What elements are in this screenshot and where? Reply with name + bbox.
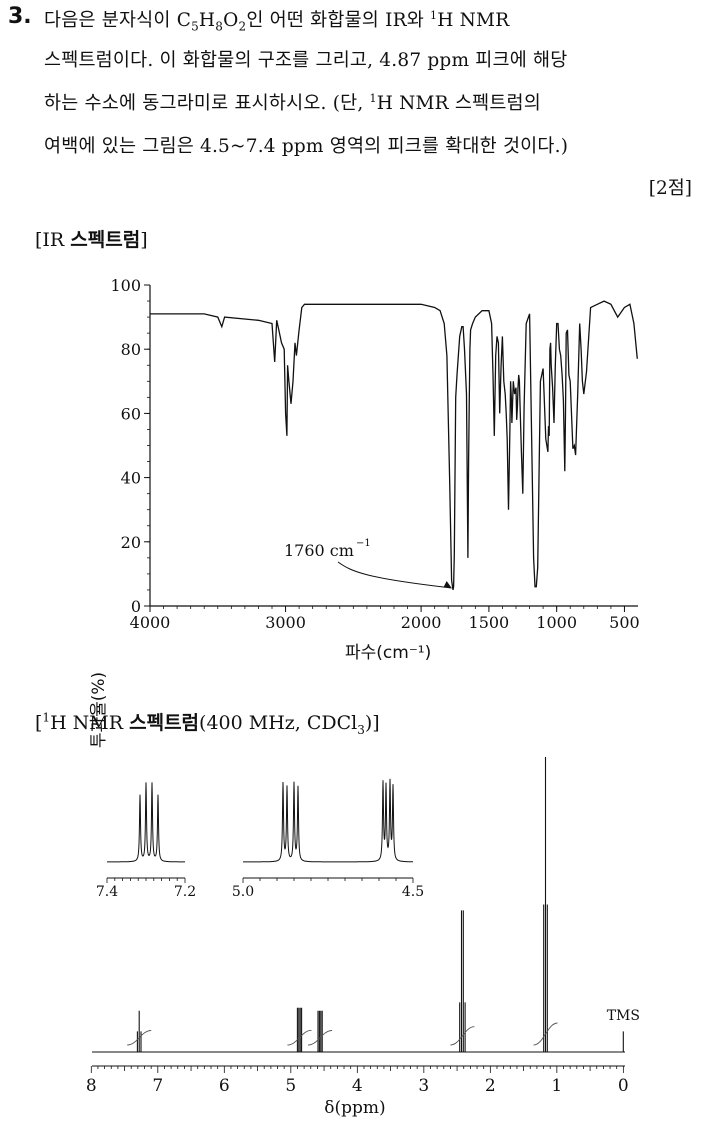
nmr-x-tick-label: 8 (86, 1076, 97, 1096)
nmr-main-plot: 8 7 6 5 4 3 2 1 0 δ(ppm) TMS (86, 757, 640, 1118)
nmr-integration-curve (287, 1029, 312, 1046)
nmr-inset-tick-label: 7.4 (96, 884, 118, 900)
nmr-inset-tick-label: 4.5 (402, 884, 424, 900)
ir-axes: 4000 3000 2000 1500 1000 500 0 20 40 60 80 100 (110, 276, 639, 632)
ir-x-tick-label: 2000 (401, 613, 442, 632)
nmr-peak (543, 757, 548, 1052)
ir-y-tick-label: 80 (121, 340, 141, 359)
nmr-inset-tick-label: 7.2 (174, 884, 196, 900)
nmr-inset-1: 7.4 7.2 (96, 782, 196, 900)
ir-x-axis-label: 파수(cm⁻¹) (345, 643, 432, 663)
ir-x-tick-label: 1500 (469, 613, 510, 632)
molecular-formula: C5H8O2 (176, 10, 247, 34)
ir-section-title: [IR 스펙트럼] (35, 229, 148, 251)
nmr-x-tick-label: 3 (418, 1076, 429, 1096)
nmr-inset-2: 5.0 4.5 (232, 778, 424, 900)
ir-y-axis-label: 투과율(%) (89, 672, 109, 748)
nmr-inset-tick-label: 5.0 (232, 884, 254, 900)
nmr-section-title: [1H NMR 스펙트럼(400 MHz, CDCl3)] (35, 710, 380, 737)
nmr-tms-label: TMS (607, 1008, 640, 1024)
nmr-peak (296, 1007, 303, 1052)
nmr-peak (459, 910, 466, 1052)
nmr-integration-curve (127, 1030, 152, 1046)
nmr-x-tick-label: 1 (551, 1076, 562, 1096)
ir-x-tick-label: 4000 (130, 613, 171, 632)
nmr-x-tick-label: 7 (152, 1076, 163, 1096)
nmr-x-tick-label: 0 (618, 1076, 629, 1096)
question-line-3: 하는 수소에 동그라미로 표시하시오. (단, 1H NMR 스펙트럼의 (44, 91, 541, 114)
nmr-x-tick-label: 6 (219, 1076, 230, 1096)
ir-y-tick-label: 0 (131, 597, 141, 616)
ir-x-tick-label: 1000 (536, 613, 577, 632)
nmr-spectrum-chart: 8 7 6 5 4 3 2 1 0 δ(ppm) TMS 7.4 7.2 5.0 4.5 (86, 757, 640, 1118)
ir-y-tick-label: 100 (110, 276, 141, 295)
ir-y-tick-label: 20 (121, 533, 141, 552)
question-line-4: 여백에 있는 그림은 4.5~7.4 ppm 영역의 피크를 확대한 것이다.) (44, 136, 569, 157)
nmr-x-tick-label: 2 (485, 1076, 496, 1096)
nmr-inset-spectrum (243, 778, 413, 863)
question-line-2: 스펙트럼이다. 이 화합물의 구조를 그리고, 4.87 ppm 피크에 해당 (44, 50, 568, 71)
question-number: 3. (8, 4, 32, 29)
ir-annotation-arrowhead (443, 580, 452, 588)
points-label: [2점] (648, 178, 692, 199)
nmr-inset-spectrum (107, 782, 185, 863)
nmr-integration-curve (308, 1030, 333, 1046)
nmr-x-axis-label: δ(ppm) (324, 1098, 385, 1118)
nmr-peak (317, 1010, 323, 1052)
ir-y-tick-label: 60 (121, 404, 141, 423)
ir-annotation: 1760 cm −1 (284, 538, 452, 589)
ir-x-tick-label: 500 (609, 613, 640, 632)
nmr-peak (136, 1010, 142, 1052)
ir-x-tick-label: 3000 (265, 613, 306, 632)
ir-spectrum-chart: 4000 3000 2000 1500 1000 500 0 20 40 60 80 100 1760… (89, 276, 640, 748)
nmr-insets: 7.4 7.2 5.0 4.5 (96, 778, 424, 900)
nmr-x-tick-label: 4 (352, 1076, 363, 1096)
ir-annotation-arrow (337, 561, 452, 589)
ir-annotation-label: 1760 cm (284, 541, 354, 560)
question-line-1: 다음은 분자식이 C5H8O2인 어떤 화합물의 IR와 1H NMR (44, 8, 510, 34)
nmr-integration-curve (533, 1022, 558, 1046)
nmr-x-tick-label: 5 (285, 1076, 296, 1096)
ir-y-tick-label: 40 (121, 469, 141, 488)
nmr-integration-curve (450, 1026, 475, 1046)
ir-annotation-superscript: −1 (356, 538, 371, 549)
ir-spectrum-line (150, 300, 638, 591)
